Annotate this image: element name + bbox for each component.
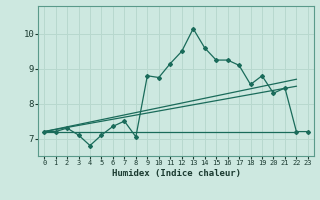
X-axis label: Humidex (Indice chaleur): Humidex (Indice chaleur) (111, 169, 241, 178)
